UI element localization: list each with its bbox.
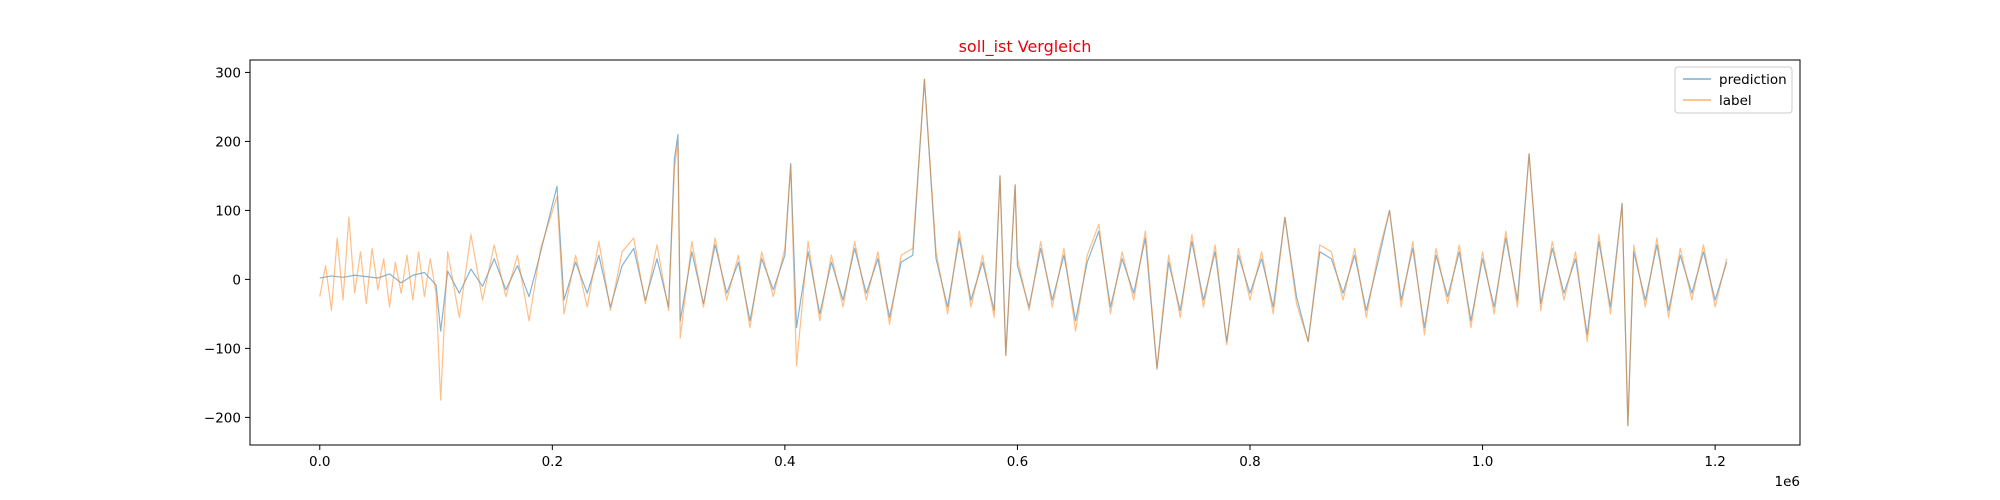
legend-label-label: label bbox=[1719, 93, 1752, 109]
chart-title: soll_ist Vergleich bbox=[959, 37, 1092, 57]
x-tick-label: 1.2 bbox=[1704, 454, 1725, 470]
x-tick-label: 0.2 bbox=[542, 454, 563, 470]
x-tick-label: 0.8 bbox=[1239, 454, 1260, 470]
x-tick-label: 1.0 bbox=[1472, 454, 1493, 470]
y-tick-label: 300 bbox=[215, 65, 241, 81]
plot-area bbox=[319, 78, 1728, 427]
axes-frame bbox=[249, 59, 1801, 446]
legend-label-prediction: prediction bbox=[1719, 72, 1787, 88]
y-tick-label: 200 bbox=[215, 134, 241, 150]
y-tick-label: −200 bbox=[204, 410, 241, 426]
y-tick-label: 0 bbox=[232, 272, 241, 288]
axes: 0.0 0.2 0.4 0.6 0.8 1.0 1.2 −200 −100 0 100 200 300 1… bbox=[204, 59, 1801, 490]
x-tick-label: 0.4 bbox=[774, 454, 795, 470]
y-tick-label: −100 bbox=[204, 341, 241, 357]
x-offset-label: 1e6 bbox=[1775, 474, 1800, 490]
x-tick-label: 0.6 bbox=[1007, 454, 1028, 470]
x-tick-label: 0.0 bbox=[309, 454, 330, 470]
legend: prediction label bbox=[1674, 66, 1793, 114]
series-line-label bbox=[319, 78, 1728, 427]
y-tick-label: 100 bbox=[215, 203, 241, 219]
